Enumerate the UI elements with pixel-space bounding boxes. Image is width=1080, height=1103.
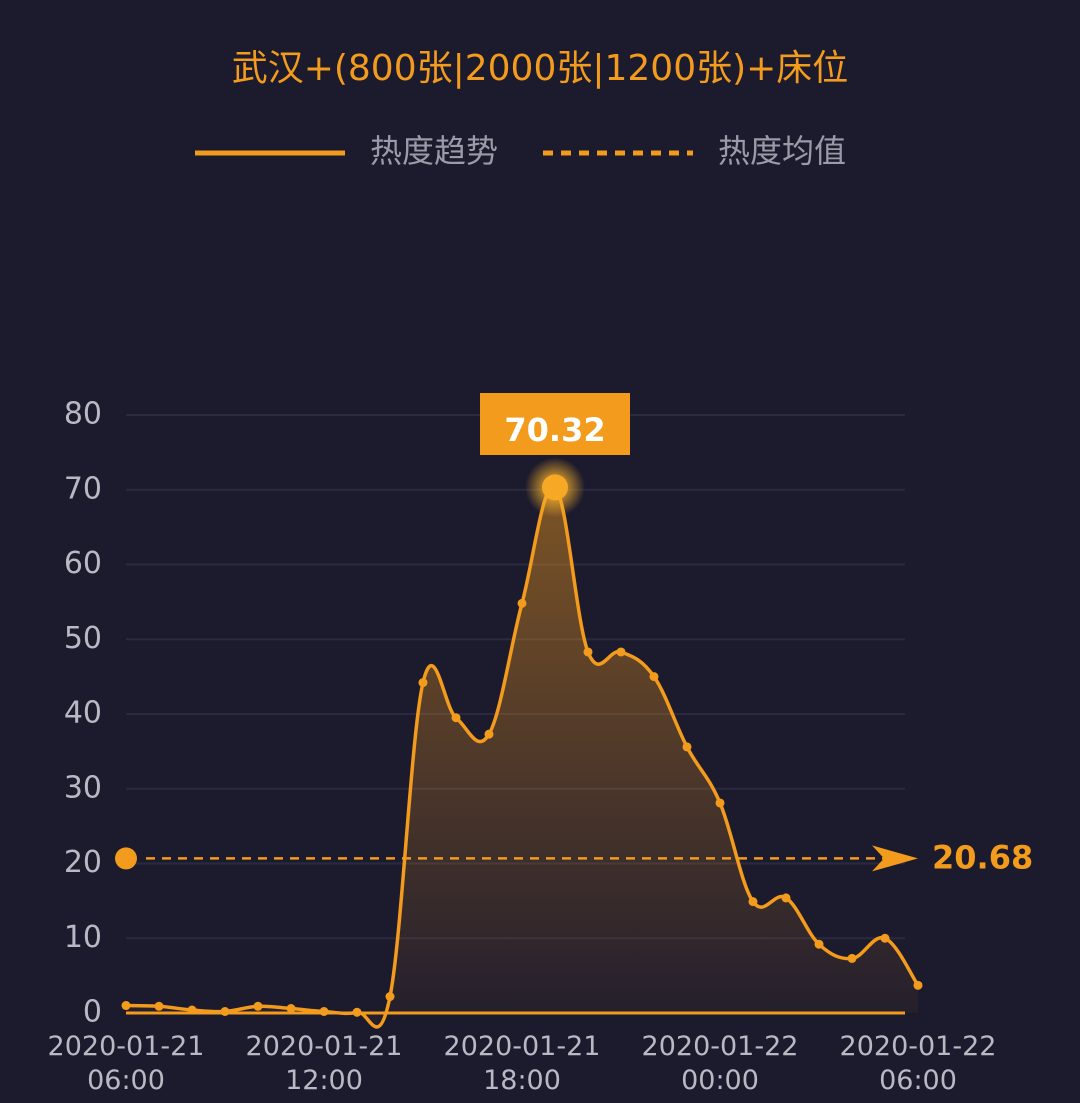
point (154, 1001, 164, 1011)
point (913, 980, 923, 990)
chart-title: 武汉+(800张|2000张|1200张)+床位 (232, 48, 849, 89)
x-tick-label: 2020-01-21 18:00 (443, 1031, 601, 1096)
point (220, 1007, 230, 1017)
point (352, 1007, 362, 1017)
point (187, 1005, 197, 1015)
y-tick-label: 70 (64, 471, 102, 506)
point (616, 647, 626, 657)
y-tick-label: 0 (83, 995, 102, 1030)
legend-label: 热度趋势 (370, 132, 498, 170)
point (880, 933, 890, 943)
point (649, 672, 659, 682)
point (418, 678, 428, 688)
point (715, 798, 725, 808)
y-tick-label: 80 (64, 397, 102, 432)
point (286, 1004, 296, 1014)
point (451, 713, 461, 723)
point (583, 647, 593, 657)
x-tick-label: 2020-01-21 06:00 (47, 1031, 205, 1096)
peak-label: 70.32 (504, 411, 605, 449)
mean-label: 20.68 (932, 838, 1033, 876)
point (484, 729, 494, 739)
y-tick-label: 10 (64, 920, 102, 955)
y-tick-label: 30 (64, 770, 102, 805)
mean-arrow (872, 845, 918, 872)
peak-point (542, 474, 568, 501)
point (814, 939, 824, 949)
legend-label: 热度均值 (718, 132, 846, 170)
y-tick-label: 20 (64, 845, 102, 880)
y-tick-label: 50 (64, 621, 102, 656)
area (126, 486, 918, 1027)
point (847, 953, 857, 963)
point (253, 1001, 263, 1011)
line (125, 485, 920, 1029)
x-tick-label: 2020-01-22 06:00 (839, 1031, 997, 1096)
point (319, 1007, 329, 1017)
x-tick-label: 2020-01-22 00:00 (641, 1031, 799, 1096)
point (748, 897, 758, 907)
point (517, 598, 527, 608)
point (121, 1001, 131, 1011)
y-tick-label: 60 (64, 546, 102, 581)
x-tick-label: 2020-01-21 12:00 (245, 1031, 403, 1096)
point (781, 893, 791, 903)
point (385, 992, 395, 1002)
mean-dot (115, 847, 137, 870)
y-tick-label: 40 (64, 696, 102, 731)
point (682, 742, 692, 752)
peak-label-box (480, 393, 630, 455)
